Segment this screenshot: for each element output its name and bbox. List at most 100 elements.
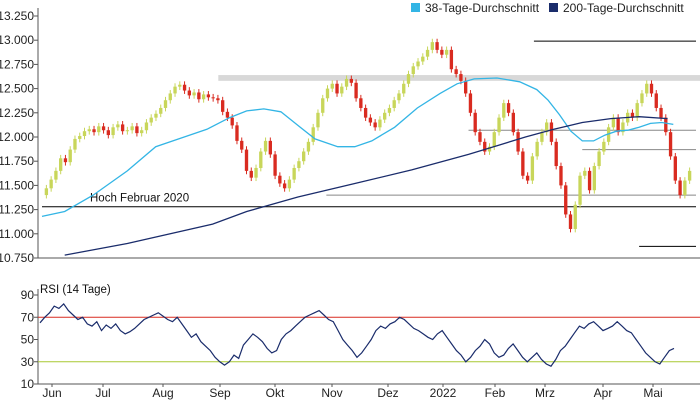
x-tick-label: Aug [152,386,173,400]
candle-body [568,214,573,229]
candle-body [606,127,611,142]
candle-body [554,141,558,167]
price-y-tick-label: 12.500 [0,82,34,96]
candle-body [573,204,577,229]
candle-body [49,179,53,189]
candle-body [545,122,549,133]
candle-body [411,66,415,75]
candle-body [597,151,601,167]
candle-body [97,126,101,133]
candle-body [354,82,358,99]
candle-body [149,117,153,123]
candle-body [54,170,58,180]
candle-body [406,74,411,84]
candle-body [587,170,592,191]
rsi-y-tick-label: 10 [21,377,35,391]
candle-body [549,122,554,142]
candle-body [106,130,110,136]
legend-label: 38-Tage-Durchschnitt [425,1,540,15]
candle-body [492,132,496,147]
candle-body [259,151,263,168]
candle-body [192,92,196,96]
candle-body [564,185,568,215]
x-tick-label: Feb [485,386,506,400]
candle-body [144,122,149,131]
candle-body [621,122,625,133]
price-y-tick-label: 13.000 [0,33,34,47]
candle-body [340,86,344,94]
candle-body [130,126,134,131]
candle-body [459,74,463,81]
candle-body [59,158,63,171]
candle-body [640,93,644,104]
candle-body [435,42,439,50]
candle-body [387,107,392,113]
candle-body [540,132,544,142]
candle-body [383,112,387,120]
candle-body [464,80,468,94]
legend-label: 200-Tage-Durchschnitt [563,1,684,15]
candle-body [392,100,396,108]
candle-body [278,175,282,184]
candle-body [645,83,649,94]
candle-body [168,93,172,101]
candle-body [306,141,311,152]
candle-body [311,127,315,142]
candle-body [92,129,96,133]
candle-body [206,94,211,98]
candle-body [282,183,287,189]
candle-body [344,78,349,87]
rsi-y-tick-label: 90 [21,288,35,302]
candle-body [244,149,249,171]
candle-body [602,141,606,152]
candle-body [111,127,115,136]
candle-body [101,126,106,131]
candle-body [120,124,125,132]
candle-body [235,125,239,141]
candle-body [254,167,258,178]
candle-body [425,49,430,57]
candle-body [502,103,506,118]
candle-body [635,103,639,118]
candle-body [240,140,244,150]
candle-body [683,180,687,196]
candle-body [182,84,187,91]
candle-body [516,132,520,152]
candle-body [197,92,201,100]
candle-body [421,56,425,62]
candle-body [330,83,334,89]
rsi-y-tick-label: 70 [21,310,35,324]
candle-body [373,122,377,128]
candle-body [525,175,530,181]
candle-body [430,42,434,50]
candle-body [230,117,234,126]
candle-body [335,83,339,94]
candle-body [292,167,296,180]
candle-body [440,49,444,55]
x-tick-label: Nov [321,386,342,400]
candle-body [611,117,616,128]
candle-body [221,100,225,112]
candle-body [664,117,668,133]
price-y-tick-label: 12.000 [0,130,34,144]
candle-body [378,119,382,128]
x-tick-label: Mai [643,386,662,400]
candle-body [135,126,139,134]
candle-body [268,140,272,155]
candle-body [316,112,320,128]
price-y-tick-label: 13.250 [0,9,34,23]
moving-average-line [64,116,668,256]
x-tick-label: Jun [42,386,61,400]
candle-body [297,161,301,168]
candle-body [368,117,373,123]
candle-body [521,151,525,176]
price-y-tick-label: 11.500 [0,178,34,192]
candle-body [68,149,72,163]
x-tick-label: Okt [266,386,285,400]
price-y-tick-label: 11.750 [0,154,34,168]
candle-body [187,90,191,96]
x-tick-label: Jul [95,386,110,400]
candle-body [359,98,363,108]
candle-body [349,78,353,83]
